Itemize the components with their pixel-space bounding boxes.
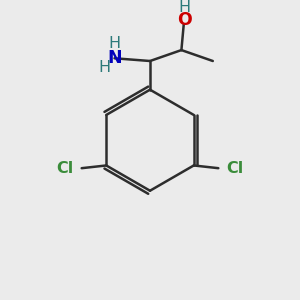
Text: H: H: [98, 60, 110, 75]
Text: O: O: [177, 11, 191, 29]
Text: N: N: [107, 49, 122, 67]
Text: Cl: Cl: [226, 161, 244, 176]
Text: Cl: Cl: [56, 161, 74, 176]
Text: H: H: [178, 0, 190, 15]
Text: H: H: [108, 36, 121, 51]
